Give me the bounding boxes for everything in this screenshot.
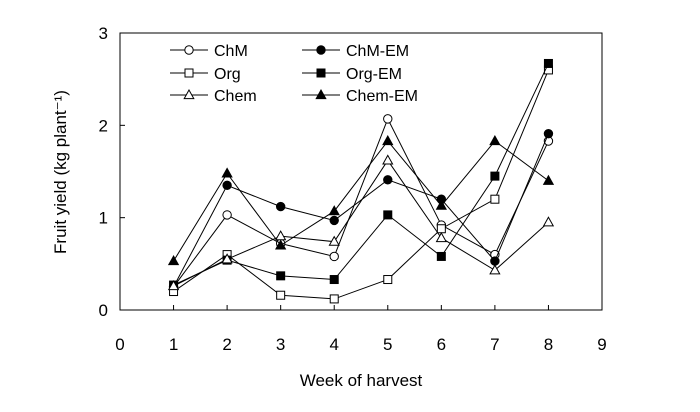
legend-label-chm: ChM — [214, 43, 248, 60]
point-chm-em — [543, 128, 554, 139]
point-chem — [167, 279, 180, 291]
series-org — [169, 65, 553, 304]
plot-frame — [119, 32, 603, 311]
point-chem-em — [542, 174, 555, 185]
x-tick-label: 5 — [383, 335, 392, 354]
point-chem-em — [489, 135, 501, 146]
legend-label-org-em: Org-EM — [346, 66, 402, 83]
series-org-em — [169, 58, 553, 290]
series-layer — [167, 58, 555, 304]
x-tick-label: 4 — [329, 335, 338, 354]
x-axis-title: Week of harvest — [300, 371, 423, 390]
point-chm-em — [329, 215, 339, 226]
x-tick-label: 7 — [490, 335, 499, 354]
point-org-em — [276, 271, 286, 281]
legend: ChM ChM-EM Org Org-EM Chem Chem-EM — [170, 43, 418, 105]
x-tick-label: 6 — [437, 335, 446, 354]
legend-entry-chm-em: ChM-EM — [302, 43, 409, 60]
legend-entry-chem-em: Chem-EM — [302, 88, 418, 105]
legend-entry-chem: Chem — [170, 88, 257, 105]
y-tick-label: 0 — [99, 301, 108, 320]
point-chem-em — [275, 239, 287, 250]
point-chem — [489, 264, 501, 275]
point-org-em — [436, 251, 446, 261]
legend-marker-org-em — [316, 68, 326, 78]
point-chem — [275, 230, 287, 241]
point-chem-em — [221, 167, 233, 178]
y-tick-label: 2 — [99, 116, 108, 135]
point-chem-em — [435, 199, 447, 210]
y-tick-label: 3 — [99, 24, 108, 43]
point-org-em — [543, 58, 553, 68]
legend-label-chem-em: Chem-EM — [346, 88, 418, 105]
point-org-em — [490, 171, 500, 181]
point-org — [276, 290, 286, 300]
legend-marker-chem-em — [315, 88, 327, 100]
legend-entry-chm: ChM — [170, 43, 248, 60]
point-chm — [329, 251, 339, 262]
y-axis-title: Fruit yield (kg plant⁻¹) — [51, 90, 70, 254]
point-chem — [542, 216, 555, 227]
series-line-org — [173, 69, 549, 300]
legend-entry-org: Org — [170, 66, 241, 83]
point-org — [436, 224, 446, 234]
x-tick-label: 9 — [597, 335, 606, 354]
point-org — [383, 275, 393, 285]
point-org-em — [383, 210, 393, 220]
series-line-org-em — [173, 63, 549, 286]
point-org — [329, 294, 339, 304]
point-org — [490, 194, 500, 204]
point-chem — [328, 235, 340, 246]
x-tick-label: 0 — [115, 335, 124, 354]
series-chem-em — [167, 135, 555, 266]
series-line-chem-em — [173, 140, 549, 262]
point-chm — [222, 210, 232, 220]
point-chem-em — [328, 205, 340, 216]
legend-label-chm-em: ChM-EM — [346, 43, 409, 60]
axis-ticks: 0 1 2 3 4 5 6 7 8 9 0 1 2 3 — [99, 24, 607, 354]
point-chem-em — [382, 135, 394, 146]
point-chm-em — [383, 175, 393, 185]
series-line-chm-em — [173, 133, 549, 288]
x-tick-label: 8 — [544, 335, 553, 354]
legend-entry-org-em: Org-EM — [302, 66, 402, 83]
x-tick-label: 1 — [169, 335, 178, 354]
point-chem — [435, 231, 447, 243]
legend-label-chem: Chem — [214, 88, 257, 105]
x-tick-label: 2 — [222, 335, 231, 354]
point-chm-em — [490, 256, 500, 266]
point-chem-em — [167, 255, 180, 266]
point-chm — [383, 114, 393, 124]
legend-marker-chem — [183, 88, 195, 100]
point-chm-em — [222, 180, 232, 191]
x-tick-label: 3 — [276, 335, 285, 354]
legend-marker-chm — [184, 45, 194, 55]
series-chem — [167, 154, 555, 291]
legend-marker-chm-em — [316, 45, 326, 55]
series-line-chem — [173, 159, 549, 287]
point-chem — [221, 253, 233, 264]
point-org-em — [329, 275, 339, 285]
legend-label-org: Org — [214, 66, 241, 83]
legend-marker-org — [184, 68, 194, 78]
series-line-chm — [173, 117, 549, 288]
y-tick-label: 1 — [99, 209, 108, 228]
point-chm-em — [275, 201, 286, 212]
point-chem — [382, 154, 394, 165]
